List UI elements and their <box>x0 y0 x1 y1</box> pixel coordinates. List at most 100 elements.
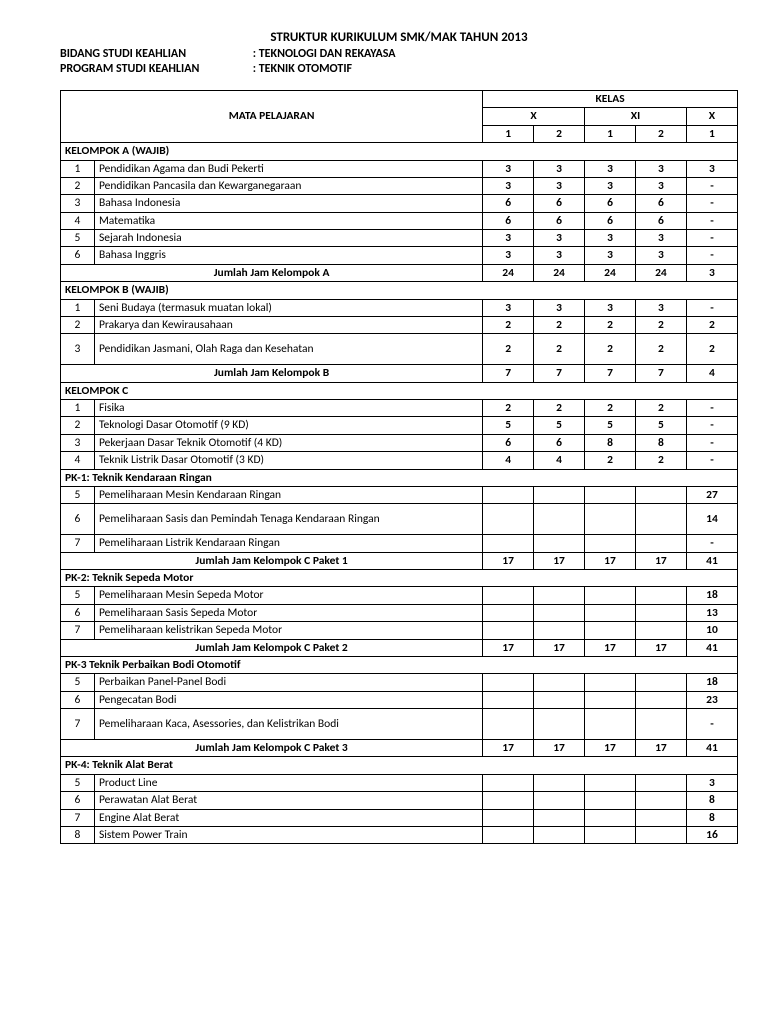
table-row: PK-2: Teknik Sepeda Motor <box>61 570 738 587</box>
hour-value: 2 <box>686 334 737 365</box>
th-x-2: 2 <box>534 125 585 142</box>
table-row: 1Fisika2222- <box>61 400 738 417</box>
table-row: KELOMPOK B (WAJIB) <box>61 282 738 299</box>
subject-name: Pemeliharaan kelistrikan Sepeda Motor <box>94 622 482 639</box>
hour-value: 3 <box>483 247 534 264</box>
hour-value: 3 <box>585 247 636 264</box>
subject-name: Pendidikan Agama dan Budi Pekerti <box>94 160 482 177</box>
sum-value: 17 <box>635 552 686 569</box>
subject-name: Pemeliharaan Mesin Sepeda Motor <box>94 587 482 604</box>
hour-value: 3 <box>635 177 686 194</box>
hour-value: 23 <box>686 691 737 708</box>
row-number: 6 <box>61 604 95 621</box>
hour-value: 3 <box>635 247 686 264</box>
hour-value: 3 <box>534 299 585 316</box>
hour-value <box>585 792 636 809</box>
hour-value <box>534 809 585 826</box>
sum-value: 17 <box>483 639 534 656</box>
hour-value: 8 <box>635 434 686 451</box>
header-line-1: BIDANG STUDI KEAHLIAN : TEKNOLOGI DAN RE… <box>60 47 738 61</box>
hour-value: - <box>686 177 737 194</box>
table-row: Jumlah Jam Kelompok C Paket 11717171741 <box>61 552 738 569</box>
row-number: 6 <box>61 691 95 708</box>
table-row: 3Pekerjaan Dasar Teknik Otomotif (4 KD)6… <box>61 434 738 451</box>
hour-value: 2 <box>585 452 636 469</box>
hour-value: 6 <box>534 195 585 212</box>
sum-value: 24 <box>585 264 636 281</box>
hour-value: 3 <box>686 160 737 177</box>
hour-value: - <box>686 417 737 434</box>
hour-value: 3 <box>585 299 636 316</box>
hour-value <box>635 535 686 552</box>
sum-value: 17 <box>635 740 686 757</box>
row-number: 6 <box>61 792 95 809</box>
row-number: 5 <box>61 674 95 691</box>
hour-value <box>585 674 636 691</box>
row-number: 8 <box>61 826 95 843</box>
hour-value: 6 <box>635 212 686 229</box>
hour-value: 3 <box>534 247 585 264</box>
row-number: 5 <box>61 587 95 604</box>
hour-value: 3 <box>534 160 585 177</box>
hour-value: 6 <box>635 195 686 212</box>
hour-value <box>635 486 686 503</box>
hour-value: 3 <box>585 177 636 194</box>
hour-value: 8 <box>585 434 636 451</box>
hour-value <box>534 504 585 535</box>
th-xi: XI <box>585 108 687 125</box>
hour-value <box>635 691 686 708</box>
hour-value <box>483 535 534 552</box>
subject-name: Pekerjaan Dasar Teknik Otomotif (4 KD) <box>94 434 482 451</box>
table-row: KELOMPOK C <box>61 382 738 399</box>
sum-label: Jumlah Jam Kelompok C Paket 3 <box>61 740 483 757</box>
hour-value <box>534 674 585 691</box>
hour-value: 3 <box>686 774 737 791</box>
hour-value: 3 <box>483 160 534 177</box>
hour-value: 2 <box>585 334 636 365</box>
sum-value: 17 <box>534 740 585 757</box>
table-row: KELOMPOK A (WAJIB) <box>61 143 738 160</box>
row-number: 4 <box>61 452 95 469</box>
sum-value: 17 <box>483 740 534 757</box>
hour-value <box>483 774 534 791</box>
hour-value <box>534 792 585 809</box>
table-row: 5Perbaikan Panel-Panel Bodi18 <box>61 674 738 691</box>
table-row: 2Prakarya dan Kewirausahaan22222 <box>61 316 738 333</box>
table-row: 2Pendidikan Pancasila dan Kewarganegaraa… <box>61 177 738 194</box>
table-row: 2Teknologi Dasar Otomotif (9 KD)5555- <box>61 417 738 434</box>
header-line2-value: : TEKNIK OTOMOTIF <box>253 62 352 76</box>
subject-name: Pendidikan Jasmani, Olah Raga dan Keseha… <box>94 334 482 365</box>
hour-value <box>483 622 534 639</box>
hour-value: - <box>686 400 737 417</box>
hour-value: 2 <box>534 316 585 333</box>
row-number: 1 <box>61 299 95 316</box>
hour-value: - <box>686 247 737 264</box>
hour-value: - <box>686 195 737 212</box>
hour-value: 5 <box>483 417 534 434</box>
sum-label: Jumlah Jam Kelompok A <box>61 264 483 281</box>
hour-value: 18 <box>686 674 737 691</box>
sum-value: 17 <box>483 552 534 569</box>
table-row: 3Bahasa Indonesia6666- <box>61 195 738 212</box>
hour-value: 8 <box>686 792 737 809</box>
hour-value: 27 <box>686 486 737 503</box>
table-body: KELOMPOK A (WAJIB) 1 Pendidikan Agama dan … <box>61 143 738 844</box>
hour-value: 2 <box>635 400 686 417</box>
hour-value: 6 <box>534 212 585 229</box>
hour-value <box>534 604 585 621</box>
th-xi-1: 1 <box>585 125 636 142</box>
sum-label: Jumlah Jam Kelompok C Paket 2 <box>61 639 483 656</box>
hour-value <box>534 826 585 843</box>
table-row: 5Pemeliharaan Mesin Sepeda Motor18 <box>61 587 738 604</box>
header-line-2: PROGRAM STUDI KEAHLIAN : TEKNIK OTOMOTIF <box>60 62 738 76</box>
hour-value: 5 <box>585 417 636 434</box>
hour-value: 3 <box>635 299 686 316</box>
hour-value: 3 <box>534 230 585 247</box>
table-row: Jumlah Jam Kelompok A242424243 <box>61 264 738 281</box>
table-row: 8Sistem Power Train16 <box>61 826 738 843</box>
hour-value <box>585 826 636 843</box>
hour-value <box>635 674 686 691</box>
hour-value: 3 <box>534 177 585 194</box>
subject-name: Teknologi Dasar Otomotif (9 KD) <box>94 417 482 434</box>
hour-value: - <box>686 434 737 451</box>
